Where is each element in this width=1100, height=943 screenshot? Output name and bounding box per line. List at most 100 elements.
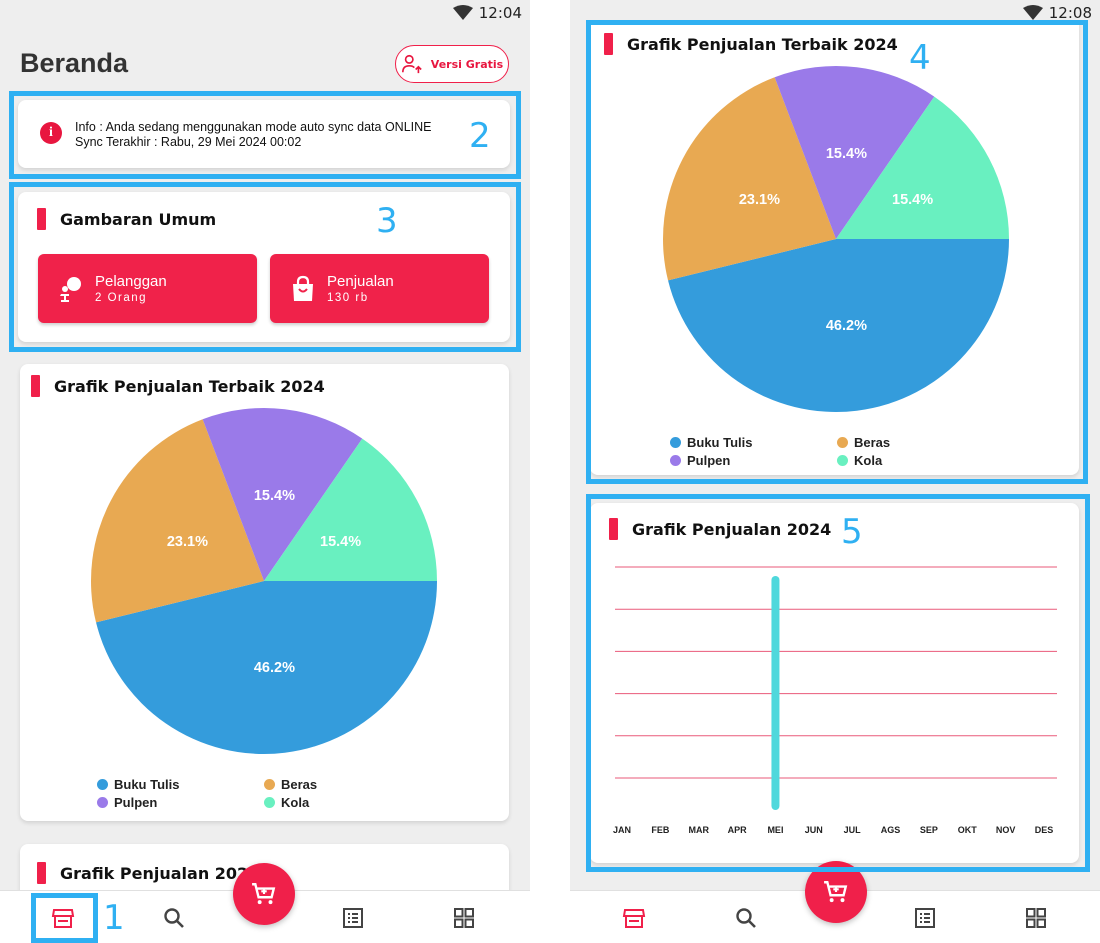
legend-label: Kola — [854, 453, 883, 468]
sync-last-line: Sync Terakhir : Rabu, 29 Mei 2024 00:02 — [75, 135, 302, 149]
grid-icon — [1026, 908, 1046, 928]
store-icon — [51, 909, 75, 928]
versi-gratis-button[interactable]: Versi Gratis — [395, 45, 509, 83]
annotation-label-2: 2 — [469, 116, 491, 156]
annotation-label-1: 1 — [103, 898, 125, 938]
pie-slice-pulpen — [202, 408, 363, 581]
sync-info-card: i Info : Anda sedang menggunakan mode au… — [18, 100, 510, 168]
annotation-label-4: 4 — [909, 38, 931, 78]
pie-slice-label: 15.4% — [826, 146, 867, 162]
pie-chart: 46.2% 23.1% 15.4% 15.4% — [663, 66, 1009, 412]
pie-slice-kola — [264, 438, 437, 581]
info-icon: i — [40, 122, 62, 144]
nav-search[interactable] — [734, 906, 758, 930]
store-icon — [622, 909, 646, 928]
overview-title: Gambaran Umum — [37, 208, 216, 230]
cart-icon — [824, 881, 848, 903]
x-tick-label: JAN — [613, 825, 631, 835]
x-tick-label: SEP — [920, 825, 938, 835]
list-icon — [915, 908, 935, 928]
search-icon — [164, 908, 184, 928]
cart-fab-button[interactable] — [805, 861, 867, 923]
pie-slice-label: 15.4% — [892, 192, 933, 208]
legend-item: Kola — [837, 453, 957, 468]
nav-search[interactable] — [162, 906, 186, 930]
pie-slice-buku-tulis — [668, 239, 1009, 412]
legend-item: Buku Tulis — [670, 435, 837, 450]
legend-label: Beras — [281, 777, 318, 792]
title-accent-bar — [37, 208, 46, 230]
nav-home[interactable] — [51, 906, 75, 930]
legend-swatch — [837, 455, 848, 466]
legend-swatch — [97, 779, 108, 790]
status-bar: 12:08 — [570, 0, 1100, 26]
status-bar: 12:04 — [0, 0, 530, 26]
x-tick-label: NOV — [996, 825, 1016, 835]
pie-legend: Buku Tulis Beras Pulpen Kola — [97, 777, 384, 810]
legend-swatch — [97, 797, 108, 808]
pie-slice-label: 15.4% — [254, 488, 295, 504]
overview-title-text: Gambaran Umum — [60, 209, 217, 229]
legend-swatch — [670, 437, 681, 448]
pie-slice-beras — [91, 419, 264, 623]
line-chart-title: Grafik Penjualan 2024 — [609, 518, 831, 540]
cart-fab-button[interactable] — [233, 863, 295, 925]
pie-chart-title: Grafik Penjualan Terbaik 2024 — [31, 375, 325, 397]
pie-chart-title-text: Grafik Penjualan Terbaik 2024 — [627, 34, 898, 54]
legend-swatch — [264, 797, 275, 808]
x-tick-label: AGS — [881, 825, 901, 835]
title-accent-bar — [31, 375, 40, 397]
wifi-icon — [452, 5, 473, 20]
annotation-label-5: 5 — [841, 512, 863, 552]
cart-icon — [252, 883, 276, 905]
pie-slice-label: 46.2% — [826, 318, 867, 334]
legend-swatch — [670, 455, 681, 466]
sync-info-text: Info : Anda sedang menggunakan mode auto… — [75, 120, 432, 150]
legend-label: Kola — [281, 795, 310, 810]
user-upgrade-icon — [401, 54, 422, 74]
nav-menu[interactable] — [452, 906, 476, 930]
penjualan-label: Penjualan — [327, 273, 394, 290]
pie-chart-title: Grafik Penjualan Terbaik 2024 — [604, 33, 898, 55]
pie-slice-label: 46.2% — [254, 660, 295, 676]
legend-item: Pulpen — [670, 453, 837, 468]
legend-swatch — [837, 437, 848, 448]
title-accent-bar — [604, 33, 613, 55]
screen-home-scrolled: 12:08 Grafik Penjualan Terbaik 2024 46.2… — [570, 0, 1100, 943]
list-icon — [343, 908, 363, 928]
title-accent-bar — [609, 518, 618, 540]
shopping-bag-icon — [293, 275, 313, 301]
nav-menu[interactable] — [1024, 906, 1048, 930]
pie-legend: Buku Tulis Beras Pulpen Kola — [670, 435, 957, 468]
pelanggan-value: 2 Orang — [95, 292, 148, 304]
legend-item: Kola — [264, 795, 384, 810]
customer-icon — [60, 276, 81, 302]
overview-card: Gambaran Umum Pelanggan 2 Orang Pen — [18, 192, 510, 342]
legend-label: Beras — [854, 435, 891, 450]
penjualan-value: 130 rb — [327, 292, 369, 304]
pie-slice-buku-tulis — [96, 581, 437, 755]
pie-slice-label: 15.4% — [320, 534, 361, 550]
legend-item: Pulpen — [97, 795, 264, 810]
status-time: 12:04 — [478, 4, 522, 22]
pie-slice-kola — [836, 96, 1009, 239]
x-tick-label: MEI — [767, 825, 783, 835]
x-tick-label: DES — [1035, 825, 1054, 835]
legend-label: Pulpen — [114, 795, 158, 810]
nav-list[interactable] — [913, 906, 937, 930]
pie-chart-card: Grafik Penjualan Terbaik 2024 46.2% 23.1%… — [20, 364, 509, 821]
pie-chart-card: Grafik Penjualan Terbaik 2024 46.2% 23.1%… — [590, 22, 1079, 475]
nav-home[interactable] — [622, 906, 646, 930]
x-tick-label: OKT — [958, 825, 978, 835]
pie-chart-title-text: Grafik Penjualan Terbaik 2024 — [54, 376, 325, 396]
penjualan-button[interactable]: Penjualan 130 rb — [270, 254, 489, 323]
wifi-icon — [1022, 5, 1043, 20]
legend-item: Beras — [837, 435, 957, 450]
pelanggan-button[interactable]: Pelanggan 2 Orang — [38, 254, 257, 323]
line-chart-card: Grafik Penjualan 2024 JAN FEB MAR APR MEI JUN… — [590, 503, 1079, 863]
line-chart-title-text: Grafik Penjualan 2024 — [60, 863, 260, 883]
x-tick-label: MAR — [688, 825, 709, 835]
nav-list[interactable] — [341, 906, 365, 930]
pie-slice-label: 23.1% — [739, 192, 780, 208]
legend-item: Buku Tulis — [97, 777, 264, 792]
